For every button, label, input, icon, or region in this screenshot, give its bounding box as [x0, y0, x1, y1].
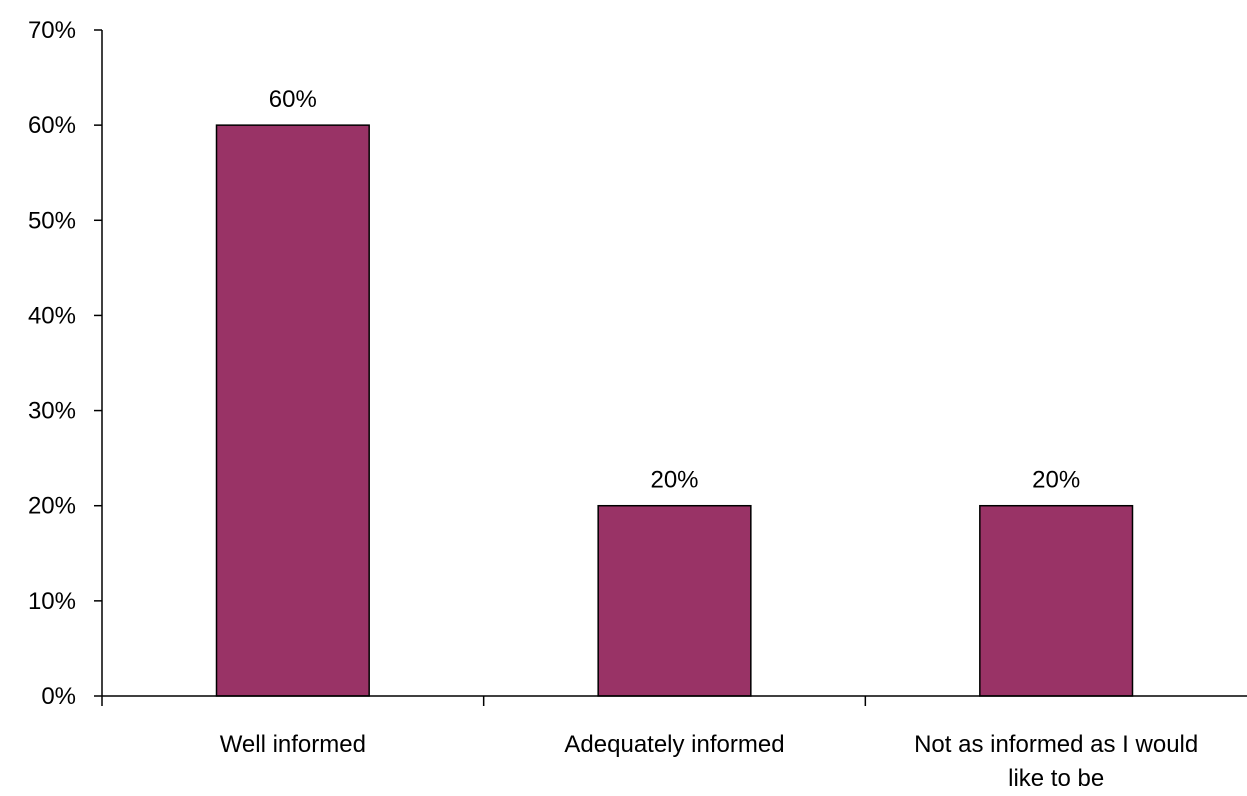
y-tick-label: 0% — [41, 683, 76, 710]
y-tick-label: 70% — [28, 17, 76, 44]
bar — [215, 124, 370, 697]
bars: 60% 20% 20% — [215, 86, 1134, 697]
y-tick-label: 10% — [28, 588, 76, 615]
x-category-label: Not as informed as I would like to be — [914, 731, 1198, 792]
y-axis: 0% 10% 20% 30% 40% 50% 60% 70% — [28, 17, 103, 710]
x-category-label: Well informed — [220, 731, 366, 758]
data-label: 20% — [1032, 467, 1080, 494]
bar — [979, 504, 1134, 697]
bar — [597, 504, 752, 697]
data-label: 60% — [269, 86, 317, 113]
y-tick-label: 30% — [28, 398, 76, 425]
x-axis: Well informed Adequately informed Not as i… — [101, 695, 1247, 792]
y-tick-label: 50% — [28, 207, 76, 234]
x-category-label: Adequately informed — [564, 731, 784, 758]
y-tick-label: 60% — [28, 112, 76, 139]
data-label: 20% — [650, 467, 698, 494]
y-tick-label: 40% — [28, 302, 76, 329]
y-tick-label: 20% — [28, 493, 76, 520]
